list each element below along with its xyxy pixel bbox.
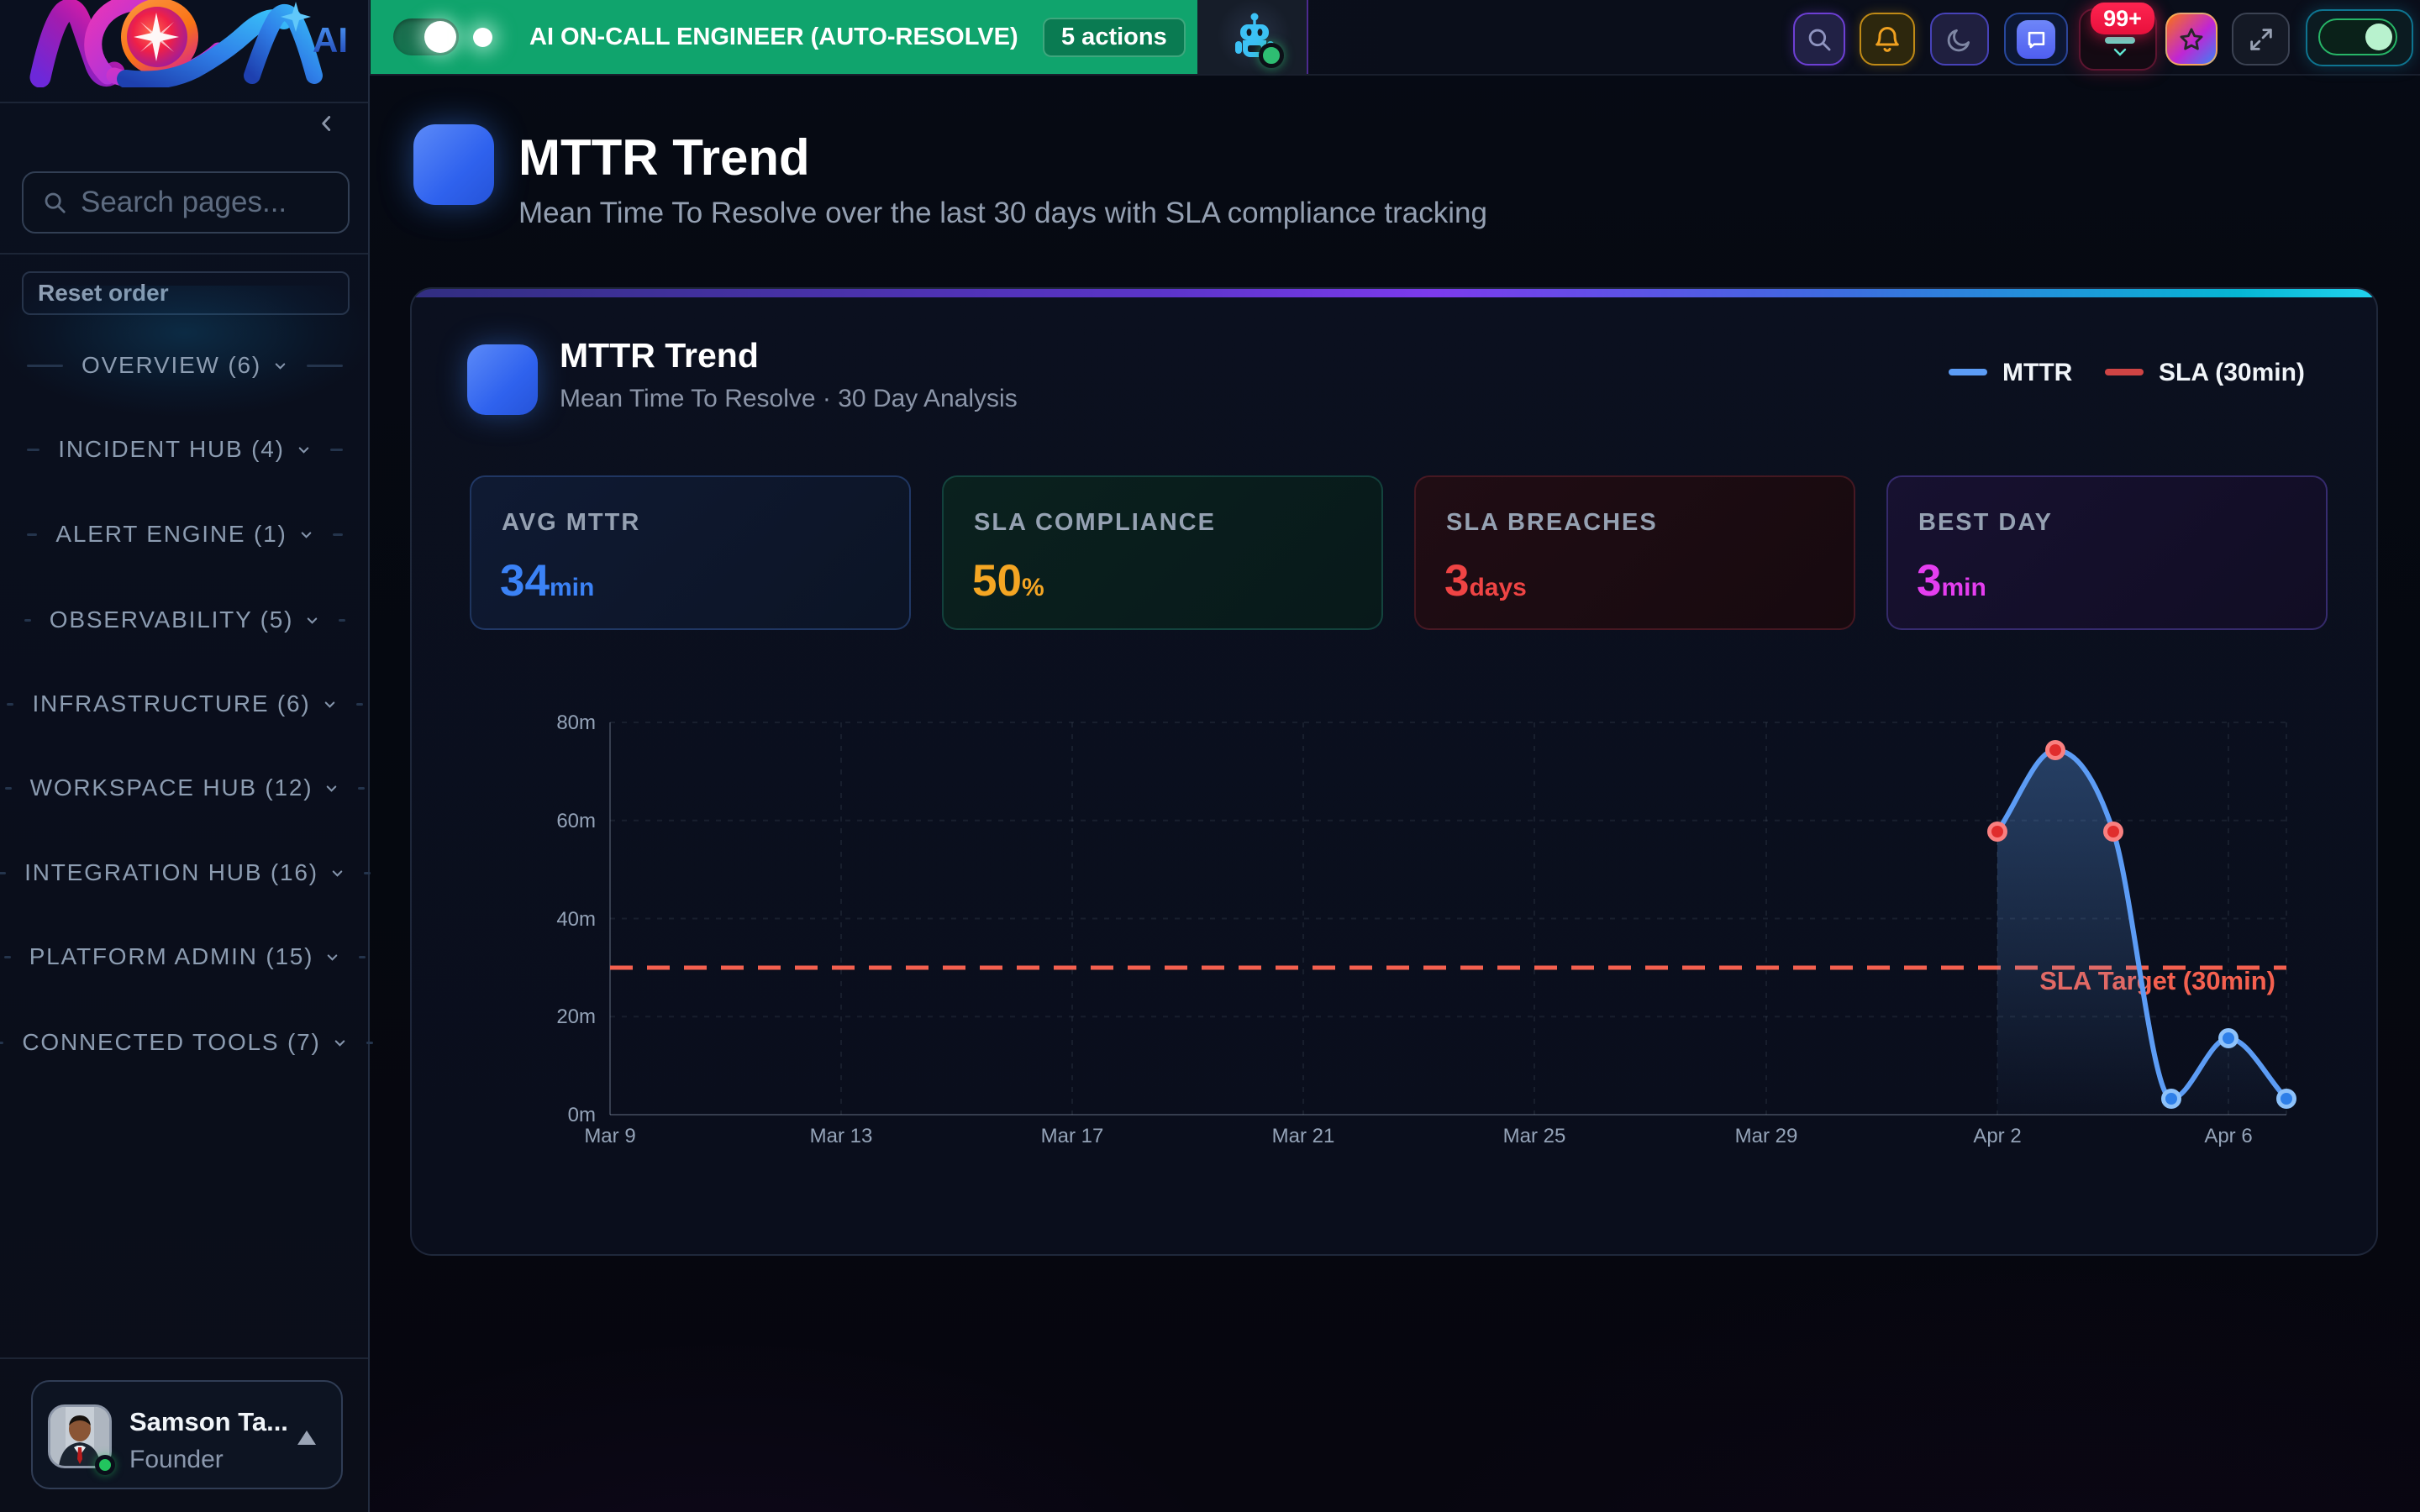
svg-text:Mar 29: Mar 29 [1735, 1125, 1798, 1147]
svg-text:Mar 21: Mar 21 [1272, 1125, 1335, 1147]
svg-text:Mar 17: Mar 17 [1041, 1125, 1104, 1147]
svg-text:Mar 9: Mar 9 [584, 1125, 635, 1147]
svg-text:80m: 80m [556, 711, 596, 734]
svg-text:40m: 40m [556, 908, 596, 931]
svg-text:SLA (30min): SLA (30min) [2159, 359, 2305, 386]
svg-text:60m: 60m [556, 810, 596, 832]
svg-text:Apr 6: Apr 6 [2204, 1125, 2252, 1147]
svg-text:Mar 13: Mar 13 [810, 1125, 873, 1147]
svg-text:AI: AI [313, 20, 348, 60]
svg-text:MTTR: MTTR [2002, 359, 2073, 386]
svg-text:Apr 2: Apr 2 [1973, 1125, 2021, 1147]
svg-text:0m: 0m [568, 1104, 596, 1126]
svg-text:Mar 25: Mar 25 [1503, 1125, 1566, 1147]
svg-text:20m: 20m [556, 1005, 596, 1028]
